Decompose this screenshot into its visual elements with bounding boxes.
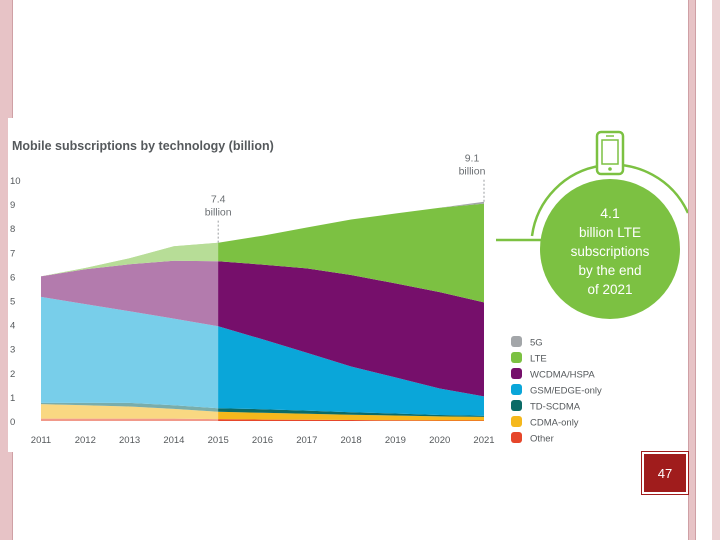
y-tick-label: 5 [10, 297, 15, 308]
y-tick-label: 2 [10, 369, 15, 380]
legend-label-other: Other [530, 434, 554, 445]
chart-title: Mobile subscriptions by technology (bill… [12, 139, 274, 153]
x-tick-label: 2020 [429, 435, 450, 446]
area-gsm-edge-only [41, 296, 484, 416]
x-axis: 2011 2012 2013 2014 2015 2016 2017 2018 2019 2020… [31, 435, 495, 446]
x-tick-label: 2019 [385, 435, 406, 446]
legend-label-wcdma-hspa: WCDMA/HSPA [530, 370, 595, 381]
y-tick-label: 7 [10, 248, 15, 259]
x-tick-label: 2012 [75, 435, 96, 446]
y-tick-label: 9 [10, 200, 15, 211]
x-tick-label: 2017 [296, 435, 317, 446]
y-tick-label: 4 [10, 321, 15, 332]
area-cdma-only [41, 404, 484, 421]
smartphone-icon-screen [601, 139, 619, 165]
page-number-badge: 47 [641, 451, 689, 495]
callout-text-line: subscriptions [571, 244, 650, 259]
x-tick-label: 2015 [208, 435, 229, 446]
legend-label-lte: LTE [530, 354, 547, 365]
y-tick-label: 10 [10, 176, 21, 187]
legend-swatch-5g [511, 336, 522, 347]
x-tick-label: 2014 [163, 435, 184, 446]
lte-callout: 4.1 billion LTE subscriptions by the end of … [496, 130, 690, 319]
legend-swatch-lte [511, 352, 522, 363]
slide-right-border [688, 0, 696, 540]
callout-bubble [540, 179, 680, 319]
x-tick-label: 2021 [473, 435, 494, 446]
x-tick-label: 2013 [119, 435, 140, 446]
area-other [41, 418, 484, 421]
chart-legend: 5G LTE WCDMA/HSPA GSM/EDGE-only TD-SCDMA CDMA… [511, 336, 602, 445]
legend-label-td-scdma: TD-SCDMA [530, 402, 581, 413]
annotation-value: 7.4 [211, 194, 226, 206]
y-tick-label: 0 [10, 417, 15, 428]
legend-swatch-other [511, 432, 522, 443]
subscriptions-area-chart: Mobile subscriptions by technology (bill… [10, 130, 690, 446]
x-tick-label: 2016 [252, 435, 273, 446]
area-wcdma-hspa [41, 260, 484, 397]
smartphone-icon-button [608, 167, 612, 171]
area-lte [41, 203, 484, 303]
y-tick-label: 3 [10, 345, 15, 356]
legend-label-cdma-only: CDMA-only [530, 418, 579, 429]
y-axis: 0 1 2 3 4 5 6 7 8 9 10 [10, 176, 21, 428]
legend-swatch-wcdma-hspa [511, 368, 522, 379]
y-tick-label: 6 [10, 272, 15, 283]
annotation-unit: billion [459, 166, 486, 178]
annotation-value: 9.1 [465, 153, 480, 165]
x-tick-label: 2011 [31, 435, 51, 446]
y-tick-label: 1 [10, 393, 15, 404]
smartphone-icon [595, 130, 625, 176]
annotation-unit: billion [205, 207, 232, 219]
callout-text-line: of 2021 [587, 282, 632, 297]
legend-label-5g: 5G [530, 338, 543, 349]
legend-swatch-cdma-only [511, 416, 522, 427]
historical-overlay [41, 242, 219, 421]
area-td-scdma [41, 402, 484, 417]
legend-swatch-gsm-edge-only [511, 384, 522, 395]
slide-right-edge [712, 0, 720, 540]
legend-swatch-td-scdma [511, 400, 522, 411]
x-tick-label: 2018 [341, 435, 362, 446]
legend-label-gsm-edge-only: GSM/EDGE-only [530, 386, 602, 397]
callout-text-line: billion LTE [579, 225, 641, 240]
callout-text-line: by the end [578, 263, 641, 278]
y-tick-label: 8 [10, 224, 15, 235]
chart-panel: Mobile subscriptions by technology (bill… [8, 118, 690, 452]
chart-areas [41, 201, 484, 421]
historical-shade [41, 242, 219, 421]
callout-text-line: 4.1 [600, 205, 620, 221]
